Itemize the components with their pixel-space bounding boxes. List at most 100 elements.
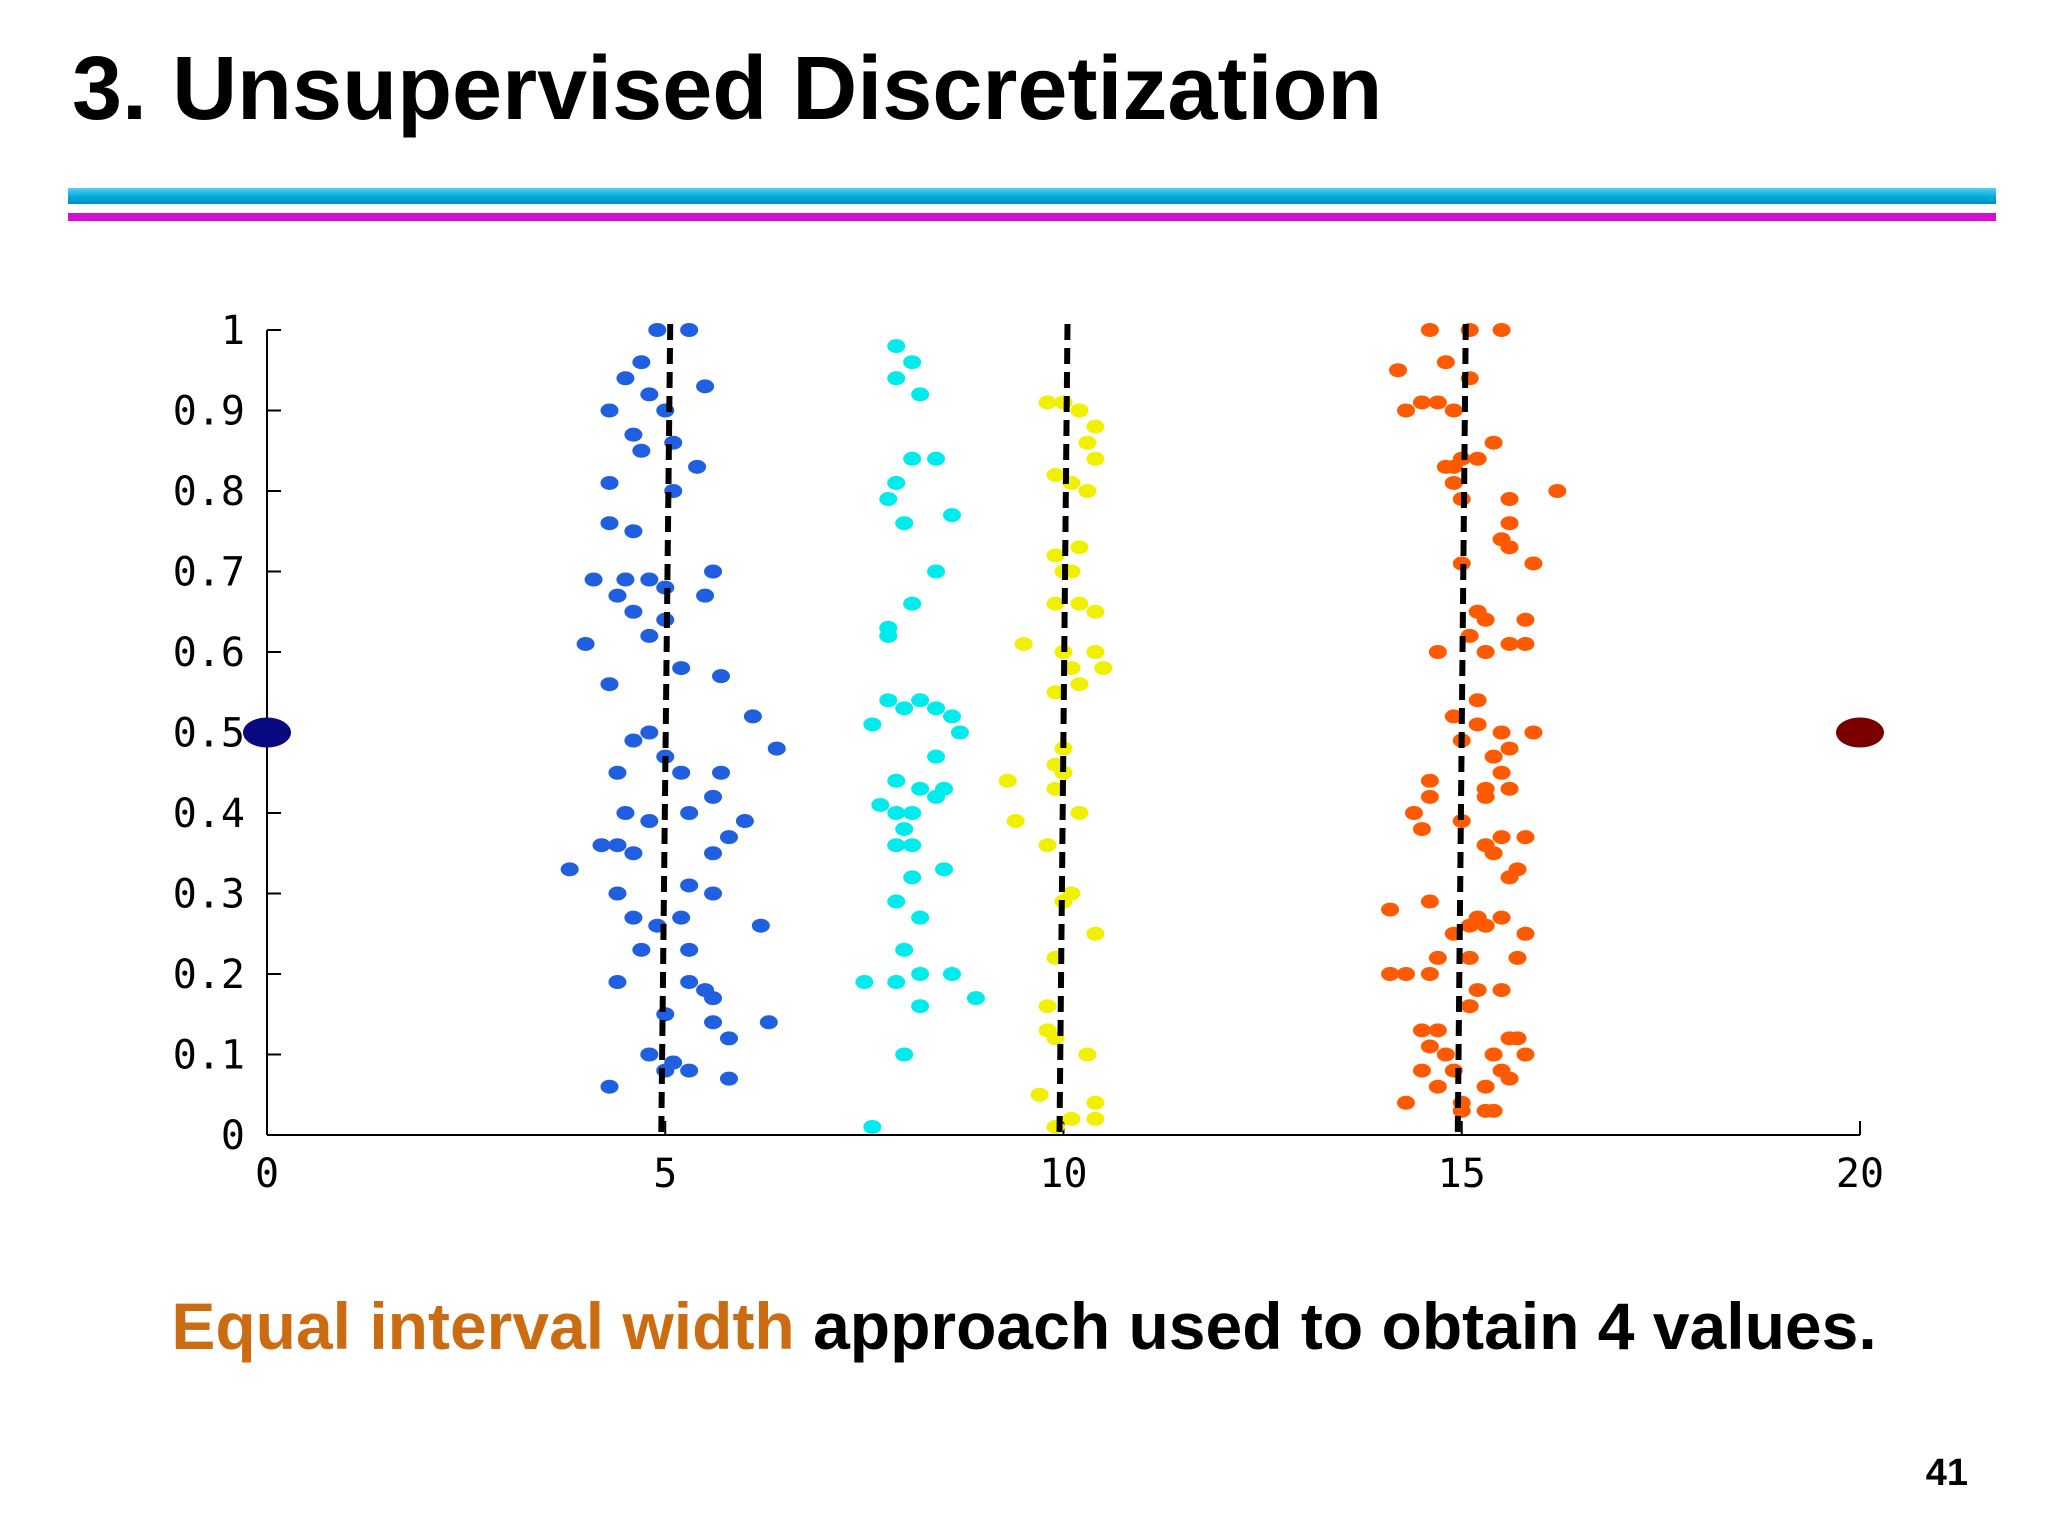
data-point xyxy=(1054,765,1073,780)
data-point xyxy=(704,886,723,901)
data-point xyxy=(1086,1111,1105,1126)
data-point xyxy=(1412,395,1431,410)
data-point xyxy=(1484,435,1503,450)
data-point xyxy=(887,894,906,909)
data-point xyxy=(688,459,707,474)
data-point xyxy=(1381,967,1400,981)
data-point xyxy=(1436,355,1455,370)
y-tick-label: 0.7 xyxy=(173,550,245,596)
data-point xyxy=(1476,645,1495,659)
data-point xyxy=(1452,814,1471,829)
data-point xyxy=(1484,1103,1503,1118)
data-point xyxy=(911,999,930,1014)
data-point xyxy=(1508,950,1527,965)
data-point xyxy=(640,725,659,740)
data-point xyxy=(863,1119,882,1134)
data-point xyxy=(1014,636,1033,651)
data-point xyxy=(1420,773,1439,788)
data-point xyxy=(1484,749,1503,764)
data-point xyxy=(1476,918,1495,933)
data-point xyxy=(966,991,985,1006)
cut-line xyxy=(1056,323,1071,1136)
data-point xyxy=(560,862,579,877)
data-point xyxy=(1500,1071,1519,1086)
data-point xyxy=(1484,1047,1503,1062)
data-point xyxy=(672,661,691,676)
data-point xyxy=(1078,435,1097,450)
data-point xyxy=(640,628,659,643)
data-point xyxy=(1412,1023,1431,1038)
data-point xyxy=(584,572,603,587)
data-point xyxy=(1524,556,1543,571)
data-point xyxy=(640,814,659,829)
data-point xyxy=(1038,395,1057,410)
data-point xyxy=(1086,645,1105,659)
data-point xyxy=(871,797,890,812)
y-tick-label: 0.3 xyxy=(173,872,245,918)
data-point xyxy=(1389,363,1408,378)
data-point xyxy=(903,451,922,466)
data-point xyxy=(1476,1079,1495,1094)
data-point xyxy=(1070,540,1089,555)
data-point xyxy=(1396,1095,1415,1110)
data-point xyxy=(927,451,946,466)
data-point xyxy=(1412,1063,1431,1078)
data-point xyxy=(1046,685,1065,700)
data-point xyxy=(1062,1111,1081,1126)
data-point xyxy=(895,942,914,957)
data-point xyxy=(942,967,961,981)
data-point xyxy=(1516,636,1535,651)
data-point xyxy=(1428,950,1447,965)
data-point xyxy=(903,355,922,370)
data-point xyxy=(767,741,786,756)
data-point xyxy=(1516,926,1535,941)
data-point xyxy=(1460,918,1479,933)
data-point xyxy=(680,975,699,990)
data-point xyxy=(1492,765,1511,780)
data-point xyxy=(1500,741,1519,756)
data-point xyxy=(735,814,754,829)
y-tick-label: 0.4 xyxy=(173,791,245,837)
data-point xyxy=(1460,950,1479,965)
data-point xyxy=(1500,870,1519,885)
data-point xyxy=(1078,484,1097,498)
slide-caption: Equal interval width approach used to ob… xyxy=(0,1288,2048,1364)
data-point xyxy=(1468,983,1487,998)
data-point xyxy=(608,886,627,901)
x-tick-label: 15 xyxy=(1438,1151,1486,1197)
data-point xyxy=(712,669,731,684)
data-point xyxy=(895,701,914,716)
data-point xyxy=(1086,451,1105,466)
data-point xyxy=(1086,1095,1105,1110)
data-point xyxy=(927,564,946,579)
data-point xyxy=(632,942,651,957)
y-tick-label: 0.2 xyxy=(173,952,245,998)
data-point xyxy=(911,387,930,402)
data-point xyxy=(903,870,922,885)
data-point xyxy=(1548,484,1567,498)
data-point xyxy=(911,781,930,796)
data-point xyxy=(632,443,651,458)
y-tick-label: 0 xyxy=(221,1113,245,1159)
cut-line xyxy=(658,323,674,1136)
data-point xyxy=(887,838,906,853)
data-point xyxy=(608,838,627,853)
data-point xyxy=(942,508,961,523)
data-point xyxy=(942,709,961,724)
data-point xyxy=(680,323,699,337)
data-point xyxy=(600,516,619,531)
data-point xyxy=(879,628,898,643)
data-point xyxy=(1492,323,1511,337)
data-point xyxy=(998,773,1017,788)
data-point xyxy=(879,492,898,507)
data-point xyxy=(1070,806,1089,820)
data-point xyxy=(704,846,723,861)
data-point xyxy=(624,524,643,539)
data-point xyxy=(616,572,635,587)
data-point xyxy=(616,806,635,820)
data-point xyxy=(672,910,691,925)
data-point xyxy=(887,475,906,490)
data-point xyxy=(1070,596,1089,611)
data-point xyxy=(911,910,930,925)
